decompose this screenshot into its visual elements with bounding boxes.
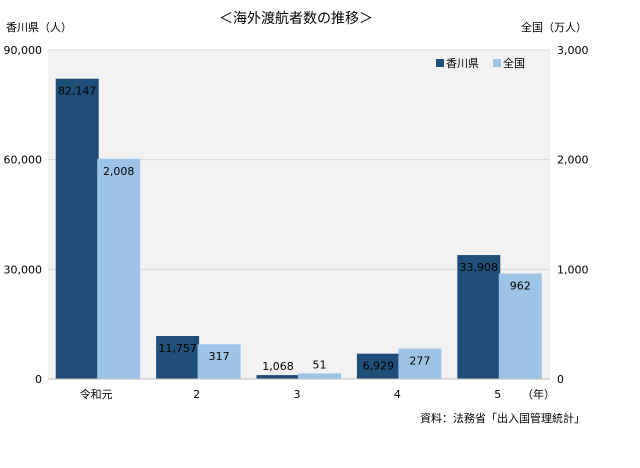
data-label-kagawa: 11,757 <box>158 342 197 355</box>
x-axis-tick-label: 3 <box>294 388 301 401</box>
bar-national <box>197 344 241 379</box>
legend-swatch-kagawa <box>436 59 444 67</box>
data-label-national: 962 <box>510 280 531 293</box>
bar-national <box>298 373 341 379</box>
left-axis-title: 香川県（人） <box>6 21 72 34</box>
data-label-national: 277 <box>409 355 430 368</box>
left-axis-tick-label: 60,000 <box>4 154 43 167</box>
right-axis-tick-label: 0 <box>557 373 564 386</box>
right-axis-tick-label: 2,000 <box>557 154 589 167</box>
legend-swatch-national <box>493 59 501 67</box>
chart-title: ＜海外渡航者数の推移＞ <box>219 11 373 27</box>
left-axis-tick-label: 0 <box>35 373 42 386</box>
bar-national <box>97 158 141 379</box>
source-note: 資料：法務省「出入国管理統計」 <box>420 411 585 425</box>
data-label-kagawa: 33,908 <box>460 261 499 274</box>
data-label-national: 51 <box>313 358 327 371</box>
legend-label-kagawa: 香川県 <box>446 57 479 70</box>
x-axis-tick-label: 2 <box>193 388 200 401</box>
bar-kagawa <box>55 78 99 379</box>
data-labels: 82,147 11,757 1,068 6,929 33,908 2,008 317 51 27… <box>58 85 531 373</box>
x-axis-tick-label: 4 <box>394 388 401 401</box>
bar-kagawa <box>457 255 501 379</box>
right-axis-title: 全国（万人） <box>521 20 587 34</box>
right-axis-tick-label: 1,000 <box>557 263 589 276</box>
bars <box>55 78 542 379</box>
tick-labels: 0 30,000 60,000 90,000 0 1,000 2,000 3,000 令和元 2 3… <box>4 44 589 401</box>
data-label-national: 2,008 <box>103 165 135 178</box>
left-axis-tick-label: 90,000 <box>4 44 43 57</box>
data-label-kagawa: 6,929 <box>363 360 395 373</box>
x-axis-tick-label: 令和元 <box>80 387 113 401</box>
data-label-kagawa: 82,147 <box>58 85 97 98</box>
legend: 香川県 全国 <box>436 56 525 70</box>
bar-national <box>398 348 442 379</box>
right-axis-tick-label: 3,000 <box>557 44 589 57</box>
bar-kagawa <box>256 375 300 379</box>
bar-kagawa <box>356 353 400 379</box>
bar-national <box>498 273 542 379</box>
data-label-national: 317 <box>209 350 230 363</box>
legend-label-national: 全国 <box>503 56 525 70</box>
left-axis-tick-label: 30,000 <box>4 263 43 276</box>
x-axis-tick-label: 5 <box>494 388 501 401</box>
x-axis-unit: （年） <box>522 387 555 401</box>
data-label-kagawa: 1,068 <box>262 360 294 373</box>
bar-kagawa <box>156 336 200 379</box>
